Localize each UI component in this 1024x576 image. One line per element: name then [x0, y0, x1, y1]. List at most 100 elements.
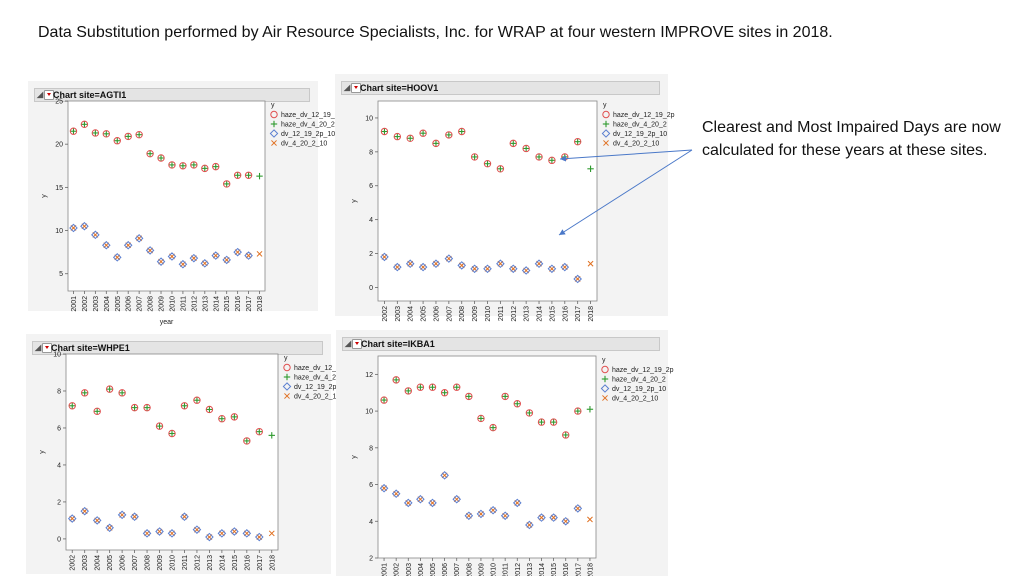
x-tick-label: 2009	[472, 306, 479, 322]
data-point	[562, 431, 569, 439]
data-point	[380, 127, 389, 136]
data-point	[440, 389, 449, 397]
data-point	[113, 137, 121, 145]
x-tick-label: 2004	[418, 563, 425, 576]
data-point	[190, 161, 198, 169]
collapse-triangle-icon[interactable]: ◢	[345, 338, 363, 350]
data-point	[268, 432, 275, 439]
data-point	[192, 525, 202, 534]
data-point	[548, 156, 556, 165]
data-point	[180, 512, 189, 522]
data-point	[512, 498, 522, 508]
data-point	[131, 404, 138, 411]
y-tick-label: 8	[369, 149, 373, 156]
y-tick-label: 4	[369, 217, 373, 224]
data-point	[201, 165, 209, 172]
data-point	[535, 153, 543, 161]
x-tick-label: 2015	[551, 563, 558, 576]
data-point	[445, 131, 453, 139]
x-tick-label: 2017	[246, 296, 253, 312]
collapse-triangle-icon[interactable]: ◢	[344, 82, 362, 94]
y-tick-label: 10	[365, 115, 373, 122]
data-point	[587, 516, 593, 523]
data-point	[393, 262, 402, 272]
data-point	[444, 254, 454, 263]
legend-marker	[283, 373, 291, 381]
x-tick-label: 2010	[169, 296, 176, 312]
x-tick-label: 2017	[257, 555, 264, 571]
x-tick-label: 2007	[132, 555, 139, 571]
y-tick-label: 25	[55, 99, 63, 106]
data-point	[155, 422, 164, 430]
legend-marker	[600, 384, 610, 393]
chart-ikba1: 2 4 6 8 10 12 2001 2002 2003 2004 2005 2006 2007 2008…	[351, 355, 674, 576]
legend-marker	[602, 110, 610, 119]
data-point	[403, 498, 413, 508]
x-tick-label: 2016	[244, 555, 251, 571]
data-point	[526, 409, 533, 417]
data-point	[431, 259, 441, 269]
x-tick-label: 2018	[587, 563, 594, 576]
x-tick-label: 2013	[524, 306, 531, 322]
data-point	[256, 250, 263, 257]
panel-header[interactable]: ◢ Chart site=IKBA1	[342, 337, 660, 351]
data-point	[157, 154, 165, 162]
data-point	[254, 532, 264, 542]
collapse-triangle-icon[interactable]: ◢	[37, 89, 55, 101]
legend-marker	[603, 140, 609, 146]
data-point	[179, 162, 187, 169]
data-point	[69, 223, 78, 233]
chart-panel-hoov1: ◢ Chart site=HOOV1 0 2 4 6 8 10 2002 2003 2004 20…	[335, 74, 675, 336]
series-haze_dv_12_19_2p	[380, 127, 582, 173]
x-tick-label: 2015	[549, 306, 556, 322]
legend-entry: dv_12_19_2p_10	[281, 131, 335, 138]
data-point	[124, 132, 132, 141]
y-tick-label: 2	[369, 556, 373, 563]
data-point	[441, 389, 448, 396]
x-tick-label: 2012	[515, 563, 522, 576]
x-tick-label: 2013	[527, 563, 534, 576]
chart-panel-agti1: ◢ Chart site=AGTI1 5 10 15 20 25 2001 2002 2003…	[28, 81, 343, 326]
data-point	[445, 131, 453, 139]
collapse-triangle-icon[interactable]: ◢	[35, 342, 53, 354]
data-point	[489, 423, 497, 432]
legend-title: y	[603, 102, 607, 109]
x-tick-label: 2003	[93, 296, 100, 312]
data-point	[101, 240, 111, 250]
data-point	[470, 153, 479, 161]
legend-marker	[270, 110, 278, 119]
data-point	[69, 127, 78, 135]
data-point	[218, 415, 226, 422]
data-point	[205, 532, 214, 542]
data-point	[391, 489, 401, 499]
data-point	[143, 403, 151, 412]
data-point	[167, 529, 177, 538]
data-point	[81, 389, 89, 397]
data-point	[379, 483, 389, 493]
data-point	[471, 153, 478, 161]
data-point	[193, 397, 201, 404]
data-point	[392, 376, 400, 384]
x-tick-label: 2003	[406, 563, 413, 576]
data-point	[496, 259, 505, 269]
x-tick-label: 2011	[503, 563, 510, 576]
data-point	[587, 260, 594, 267]
data-point	[218, 415, 226, 423]
legend-entry: dv_12_19_2p_10	[613, 131, 667, 138]
legend-entry: dv_12_19_2p_10	[294, 384, 348, 391]
panel-header[interactable]: ◢ Chart site=HOOV1	[341, 81, 660, 95]
x-tick-label: 2001	[71, 296, 78, 312]
x-tick-label: 2009	[157, 555, 164, 571]
series-haze_dv_4_20_2	[380, 376, 594, 439]
series-haze_dv_12_19_2p	[69, 120, 253, 188]
data-point	[514, 400, 521, 407]
x-tick-label: 2018	[257, 296, 264, 312]
x-tick-label: 2014	[537, 306, 544, 322]
data-point	[189, 253, 199, 263]
x-tick-label: 2013	[207, 555, 214, 571]
y-tick-label: 2	[57, 499, 61, 506]
data-point	[465, 392, 473, 401]
data-point	[417, 384, 424, 391]
data-point	[102, 130, 111, 138]
data-point	[525, 520, 534, 530]
